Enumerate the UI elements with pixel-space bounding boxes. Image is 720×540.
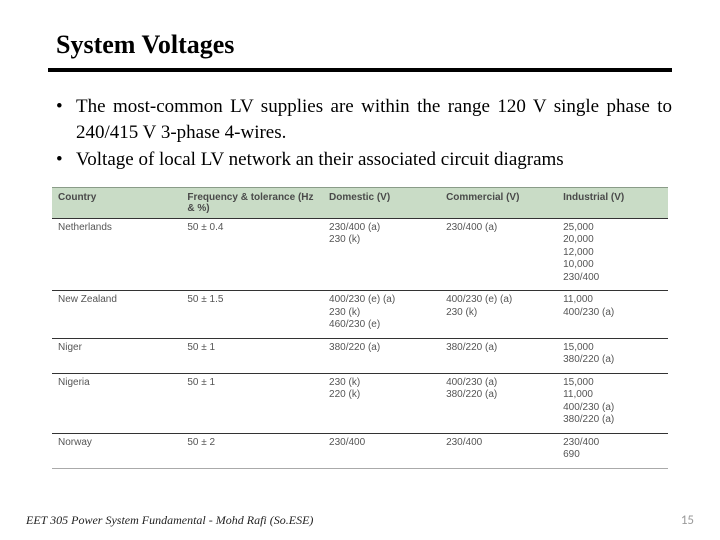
- table-row: New Zealand 50 ± 1.5 400/230 (e) (a) 230…: [52, 291, 668, 339]
- cell-commercial: 380/220 (a): [440, 338, 557, 373]
- page-title: System Voltages: [48, 30, 672, 60]
- voltage-table: Country Frequency & tolerance (Hz & %) D…: [52, 187, 668, 469]
- cell-commercial: 400/230 (a) 380/220 (a): [440, 373, 557, 433]
- cell-country: Norway: [52, 433, 181, 468]
- cell-country: Nigeria: [52, 373, 181, 433]
- cell-frequency: 50 ± 1: [181, 338, 323, 373]
- bullet-item: Voltage of local LV network an their ass…: [52, 147, 672, 173]
- col-commercial: Commercial (V): [440, 187, 557, 218]
- table-header-row: Country Frequency & tolerance (Hz & %) D…: [52, 187, 668, 218]
- cell-industrial: 11,000 400/230 (a): [557, 291, 668, 339]
- cell-country: Netherlands: [52, 218, 181, 291]
- footer-text: EET 305 Power System Fundamental - Mohd …: [26, 513, 313, 528]
- cell-domestic: 230/400: [323, 433, 440, 468]
- page-number: 15: [681, 513, 694, 528]
- table-row: Nigeria 50 ± 1 230 (k) 220 (k) 400/230 (…: [52, 373, 668, 433]
- col-frequency: Frequency & tolerance (Hz & %): [181, 187, 323, 218]
- cell-domestic: 230 (k) 220 (k): [323, 373, 440, 433]
- cell-frequency: 50 ± 1: [181, 373, 323, 433]
- cell-domestic: 400/230 (e) (a) 230 (k) 460/230 (e): [323, 291, 440, 339]
- bullet-list: The most-common LV supplies are within t…: [48, 94, 672, 173]
- cell-frequency: 50 ± 1.5: [181, 291, 323, 339]
- table-row: Niger 50 ± 1 380/220 (a) 380/220 (a) 15,…: [52, 338, 668, 373]
- voltage-table-wrap: Country Frequency & tolerance (Hz & %) D…: [52, 187, 668, 469]
- title-rule: [48, 68, 672, 72]
- col-domestic: Domestic (V): [323, 187, 440, 218]
- cell-domestic: 230/400 (a) 230 (k): [323, 218, 440, 291]
- cell-country: New Zealand: [52, 291, 181, 339]
- cell-frequency: 50 ± 0.4: [181, 218, 323, 291]
- cell-frequency: 50 ± 2: [181, 433, 323, 468]
- cell-industrial: 15,000 11,000 400/230 (a) 380/220 (a): [557, 373, 668, 433]
- cell-commercial: 230/400 (a): [440, 218, 557, 291]
- bullet-item: The most-common LV supplies are within t…: [52, 94, 672, 145]
- col-country: Country: [52, 187, 181, 218]
- cell-industrial: 15,000 380/220 (a): [557, 338, 668, 373]
- cell-country: Niger: [52, 338, 181, 373]
- cell-commercial: 400/230 (e) (a) 230 (k): [440, 291, 557, 339]
- cell-domestic: 380/220 (a): [323, 338, 440, 373]
- table-row: Netherlands 50 ± 0.4 230/400 (a) 230 (k)…: [52, 218, 668, 291]
- table-row: Norway 50 ± 2 230/400 230/400 230/400 69…: [52, 433, 668, 468]
- cell-industrial: 230/400 690: [557, 433, 668, 468]
- cell-commercial: 230/400: [440, 433, 557, 468]
- cell-industrial: 25,000 20,000 12,000 10,000 230/400: [557, 218, 668, 291]
- col-industrial: Industrial (V): [557, 187, 668, 218]
